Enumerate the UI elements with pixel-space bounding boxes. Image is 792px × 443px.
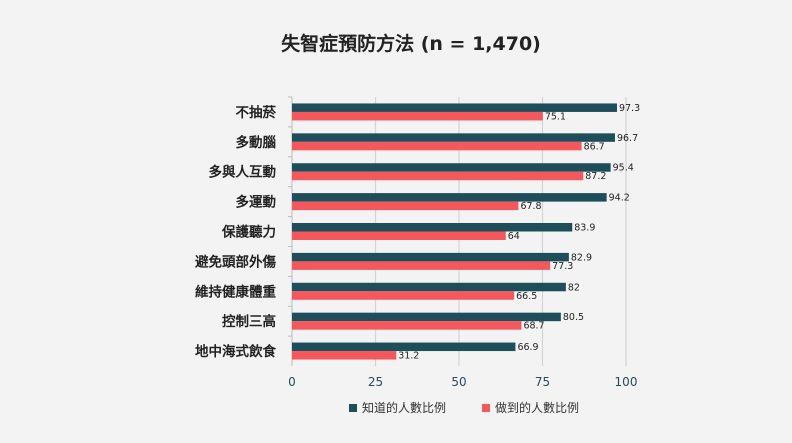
- data-label: 77.3: [552, 261, 573, 272]
- data-label: 95.4: [613, 163, 634, 174]
- bar-known: [292, 342, 516, 352]
- category-label: 控制三高: [222, 313, 276, 330]
- data-label: 31.2: [398, 351, 419, 362]
- x-tick-label: 0: [288, 375, 296, 389]
- category-label: 多動腦: [236, 134, 277, 151]
- bar-known: [292, 312, 561, 322]
- data-label: 96.7: [617, 133, 638, 144]
- bar-practiced: [292, 261, 551, 270]
- legend-label: 知道的人數比例: [362, 400, 446, 415]
- legend-label: 做到的人數比例: [495, 400, 579, 415]
- category-label: 不抽菸: [236, 104, 277, 121]
- data-label: 75.1: [545, 111, 566, 122]
- category-label: 多運動: [236, 194, 277, 211]
- bar-known: [292, 282, 566, 292]
- bar-known: [292, 103, 617, 112]
- x-tick-label: 25: [368, 375, 383, 389]
- bar-known: [292, 163, 611, 172]
- chart-title: 失智症預防方法 (n = 1,470): [281, 32, 541, 55]
- category-label: 多與人互動: [209, 164, 277, 181]
- data-label: 82: [568, 282, 580, 293]
- bar-known: [292, 193, 607, 202]
- data-label: 66.5: [516, 291, 537, 302]
- bar-practiced: [292, 321, 522, 330]
- category-label: 避免頭部外傷: [195, 253, 276, 270]
- bar-practiced: [292, 141, 582, 151]
- data-label: 80.5: [563, 312, 584, 323]
- data-label: 87.2: [585, 171, 606, 182]
- bar-known: [292, 223, 573, 232]
- bar-practiced: [292, 231, 506, 240]
- legend-swatch: [482, 404, 490, 412]
- x-tick-label: 100: [615, 375, 638, 389]
- data-label: 94.2: [609, 193, 630, 204]
- data-label: 66.9: [517, 342, 538, 353]
- legend-swatch: [349, 404, 357, 412]
- data-label: 68.7: [523, 321, 544, 332]
- data-label: 64: [508, 231, 520, 242]
- bar-practiced: [292, 291, 515, 300]
- x-tick-label: 75: [535, 375, 550, 389]
- category-label: 保護聽力: [221, 224, 276, 241]
- bar-known: [292, 252, 569, 262]
- bar-practiced: [292, 351, 397, 360]
- category-label: 維持健康體重: [195, 283, 276, 300]
- data-label: 82.9: [571, 252, 592, 263]
- x-tick-label: 50: [451, 375, 466, 389]
- bar-practiced: [292, 201, 519, 211]
- category-label: 地中海式飲食: [195, 343, 276, 360]
- data-label: 97.3: [619, 103, 640, 114]
- data-label: 67.8: [520, 201, 541, 212]
- bar-practiced: [292, 171, 584, 181]
- bar-practiced: [292, 111, 543, 121]
- data-label: 83.9: [574, 223, 595, 234]
- data-label: 86.7: [584, 141, 605, 152]
- bar-known: [292, 133, 615, 142]
